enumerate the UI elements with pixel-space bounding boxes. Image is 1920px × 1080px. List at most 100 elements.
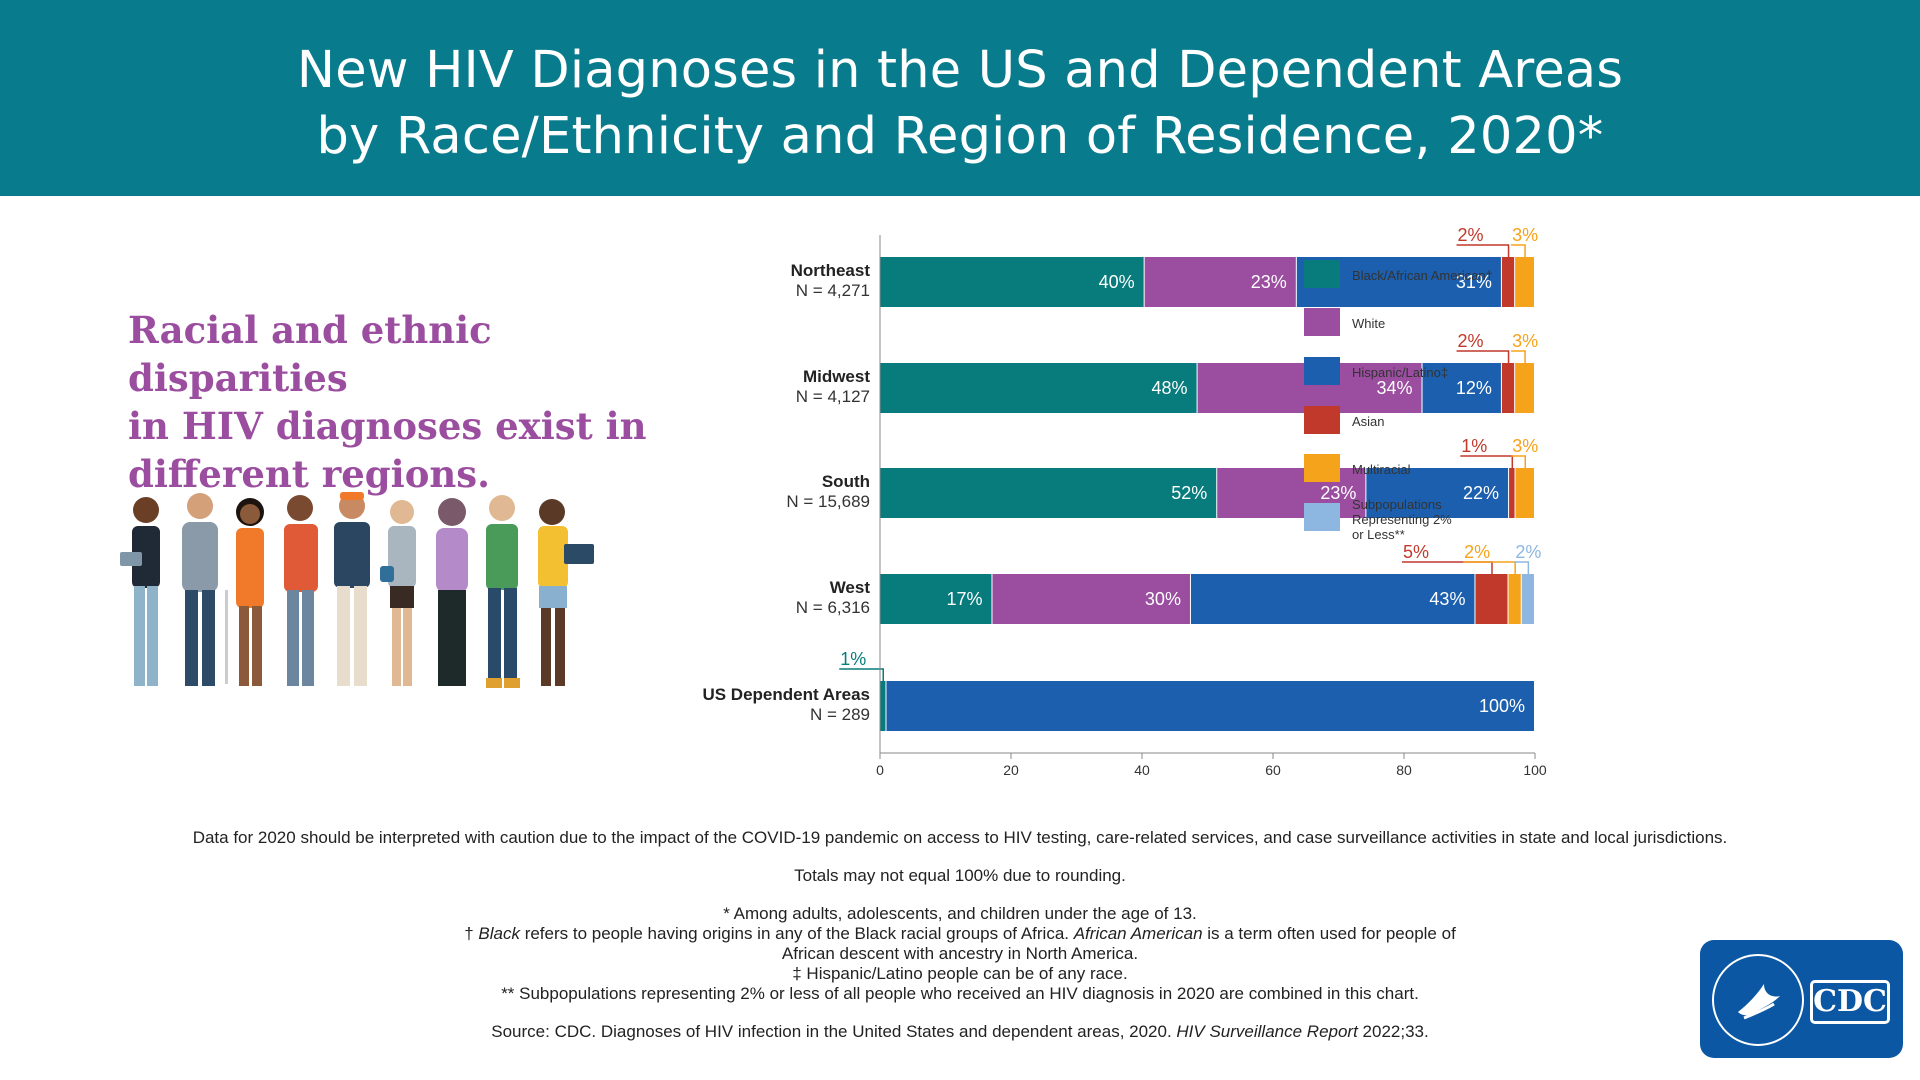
bar-value-label: 5% bbox=[1403, 542, 1429, 562]
headline-line-2: in HIV diagnoses exist in bbox=[128, 404, 647, 448]
person-4 bbox=[284, 495, 318, 686]
bar-value-label: 43% bbox=[1429, 589, 1465, 609]
hhs-seal-icon bbox=[1712, 954, 1804, 1046]
legend-swatch bbox=[1304, 357, 1340, 385]
bar-value-label: 1% bbox=[1461, 436, 1487, 456]
footnotes: Data for 2020 should be interpreted with… bbox=[0, 828, 1920, 1042]
bar-segment bbox=[1501, 257, 1515, 307]
dagger-mark: † bbox=[464, 924, 479, 943]
category-label: Northeast bbox=[791, 261, 871, 280]
source-report-name: HIV Surveillance Report bbox=[1176, 1022, 1358, 1041]
x-tick-label: 80 bbox=[1396, 762, 1412, 778]
bar-segment bbox=[880, 257, 1144, 307]
bar-segment bbox=[1509, 468, 1515, 518]
bar-segment bbox=[880, 574, 992, 624]
bar-segment bbox=[1190, 574, 1475, 624]
bar-segment bbox=[1144, 257, 1296, 307]
bar-segment bbox=[1515, 468, 1534, 518]
bar-value-label: 100% bbox=[1479, 696, 1525, 716]
category-label: South bbox=[822, 472, 870, 491]
title-line-1: New HIV Diagnoses in the US and Dependen… bbox=[296, 41, 1624, 100]
leader-line bbox=[1463, 561, 1516, 574]
caution-note: Data for 2020 should be interpreted with… bbox=[192, 828, 1728, 847]
headline: Racial and ethnic disparities in HIV dia… bbox=[128, 306, 668, 498]
bar-segment bbox=[880, 468, 1217, 518]
bar-value-label: 40% bbox=[1099, 272, 1135, 292]
x-axis: 0 20 40 60 80 100 bbox=[876, 235, 1547, 778]
footnote-double-asterisk: ** Subpopulations representing 2% or les… bbox=[501, 984, 1419, 1003]
bar-segment bbox=[1515, 257, 1534, 307]
legend-swatch bbox=[1304, 260, 1340, 288]
person-6 bbox=[380, 500, 416, 686]
footnote-double-dagger: ‡ Hispanic/Latino people can be of any r… bbox=[792, 964, 1128, 983]
bars-layer: 40% 23% 31% 2% 3% 48% 34% 12% 2% 3% 52% 23% 22% 1% 3% 1… bbox=[839, 225, 1541, 731]
bar-value-label: 17% bbox=[946, 589, 982, 609]
person-8 bbox=[486, 495, 520, 688]
leader-line bbox=[1514, 561, 1530, 574]
bar-segment bbox=[886, 681, 1534, 731]
footnote-asterisk: * Among adults, adolescents, and childre… bbox=[723, 904, 1197, 923]
people-illustration bbox=[120, 492, 594, 688]
bar-value-label: 31% bbox=[1456, 272, 1492, 292]
leader-line bbox=[839, 668, 884, 681]
x-tick-label: 100 bbox=[1523, 762, 1547, 778]
legend-label: Hispanic/Latino‡ bbox=[1352, 365, 1448, 380]
leader-line bbox=[1511, 455, 1527, 468]
category-count: N = 6,316 bbox=[796, 598, 870, 617]
category-count: N = 4,127 bbox=[796, 387, 870, 406]
legend-label: Asian bbox=[1352, 414, 1385, 429]
leader-line bbox=[1511, 244, 1526, 257]
cdc-logo: CDC bbox=[1700, 940, 1903, 1058]
legend-swatch bbox=[1304, 406, 1340, 434]
leader-line bbox=[1401, 561, 1493, 574]
legend: Black/African American† White Hispanic/Lat… bbox=[1304, 260, 1493, 542]
category-count: N = 15,689 bbox=[786, 492, 870, 511]
totals-note: Totals may not equal 100% due to roundin… bbox=[794, 866, 1126, 885]
bar-segment bbox=[1501, 363, 1515, 413]
dagger-text-2: is a term often used for people of bbox=[1202, 924, 1456, 943]
bar-value-label: 2% bbox=[1515, 542, 1541, 562]
bar-segment bbox=[1508, 574, 1521, 624]
x-tick-label: 40 bbox=[1134, 762, 1150, 778]
category-label: Midwest bbox=[803, 367, 870, 386]
bar-value-label: 22% bbox=[1463, 483, 1499, 503]
bar-value-label: 52% bbox=[1171, 483, 1207, 503]
bar-value-label: 23% bbox=[1320, 483, 1356, 503]
bar-value-label: 34% bbox=[1376, 378, 1412, 398]
legend-label: White bbox=[1352, 316, 1385, 331]
x-tick-label: 60 bbox=[1265, 762, 1281, 778]
person-7 bbox=[436, 498, 468, 686]
cdc-wordmark: CDC bbox=[1810, 980, 1890, 1024]
legend-label: Subpopulations Representing 2% or Less** bbox=[1352, 497, 1452, 542]
leader-line bbox=[1511, 350, 1526, 363]
headline-line-1: Racial and ethnic disparities bbox=[128, 308, 492, 400]
source-text: Source: CDC. Diagnoses of HIV infection … bbox=[491, 1022, 1177, 1041]
bar-segment bbox=[1515, 363, 1534, 413]
bar-value-label: 3% bbox=[1512, 331, 1538, 351]
person-2 bbox=[182, 493, 218, 686]
bar-value-label: 2% bbox=[1458, 225, 1484, 245]
leader-line bbox=[1460, 455, 1514, 468]
bar-segment bbox=[992, 574, 1190, 624]
bar-segment bbox=[1217, 468, 1366, 518]
bar-value-label: 23% bbox=[1251, 272, 1287, 292]
dagger-text-1: refers to people having origins in any o… bbox=[519, 924, 1074, 943]
leader-line bbox=[1456, 350, 1510, 363]
footnote-dagger: † Black refers to people having origins … bbox=[0, 924, 1920, 944]
x-tick-label: 0 bbox=[876, 762, 884, 778]
category-count: N = 289 bbox=[810, 705, 870, 724]
bar-value-label: 3% bbox=[1512, 225, 1538, 245]
legend-swatch bbox=[1304, 503, 1340, 531]
category-label: US Dependent Areas bbox=[702, 685, 870, 704]
person-3 bbox=[225, 498, 264, 686]
bar-value-label: 1% bbox=[840, 649, 866, 669]
legend-swatch bbox=[1304, 454, 1340, 482]
bar-segment bbox=[1475, 574, 1508, 624]
bar-value-label: 2% bbox=[1458, 331, 1484, 351]
person-1 bbox=[120, 497, 160, 686]
bar-value-label: 3% bbox=[1512, 436, 1538, 456]
title-banner: New HIV Diagnoses in the US and Dependen… bbox=[0, 0, 1920, 196]
eagle-icon bbox=[1738, 984, 1780, 1020]
legend-label: Multiracial bbox=[1352, 462, 1411, 477]
